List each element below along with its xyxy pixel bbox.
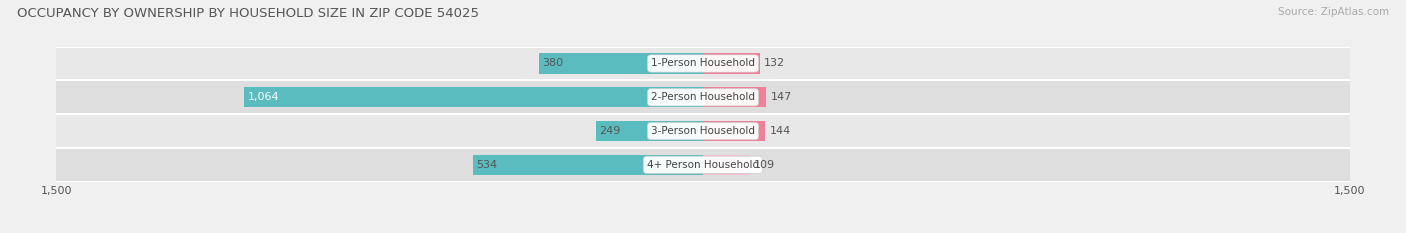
Text: Source: ZipAtlas.com: Source: ZipAtlas.com bbox=[1278, 7, 1389, 17]
Bar bbox=[703, 121, 765, 141]
Bar bbox=[472, 155, 703, 175]
Bar bbox=[703, 87, 766, 107]
Text: 2-Person Household: 2-Person Household bbox=[651, 92, 755, 102]
Text: 4+ Person Household: 4+ Person Household bbox=[647, 160, 759, 170]
Bar bbox=[56, 47, 1350, 80]
Text: OCCUPANCY BY OWNERSHIP BY HOUSEHOLD SIZE IN ZIP CODE 54025: OCCUPANCY BY OWNERSHIP BY HOUSEHOLD SIZE… bbox=[17, 7, 479, 20]
Text: 109: 109 bbox=[754, 160, 776, 170]
Bar bbox=[56, 80, 1350, 114]
Bar bbox=[538, 53, 703, 74]
Bar bbox=[245, 87, 703, 107]
Bar bbox=[596, 121, 703, 141]
Text: 3-Person Household: 3-Person Household bbox=[651, 126, 755, 136]
Text: 249: 249 bbox=[599, 126, 620, 136]
Text: 132: 132 bbox=[765, 58, 786, 69]
Text: 380: 380 bbox=[543, 58, 564, 69]
Text: 534: 534 bbox=[477, 160, 498, 170]
Text: 1-Person Household: 1-Person Household bbox=[651, 58, 755, 69]
Bar bbox=[56, 114, 1350, 148]
Text: 1,064: 1,064 bbox=[247, 92, 280, 102]
Bar bbox=[56, 148, 1350, 182]
Text: 144: 144 bbox=[769, 126, 790, 136]
Bar bbox=[703, 155, 749, 175]
Text: 147: 147 bbox=[770, 92, 792, 102]
Bar bbox=[703, 53, 759, 74]
